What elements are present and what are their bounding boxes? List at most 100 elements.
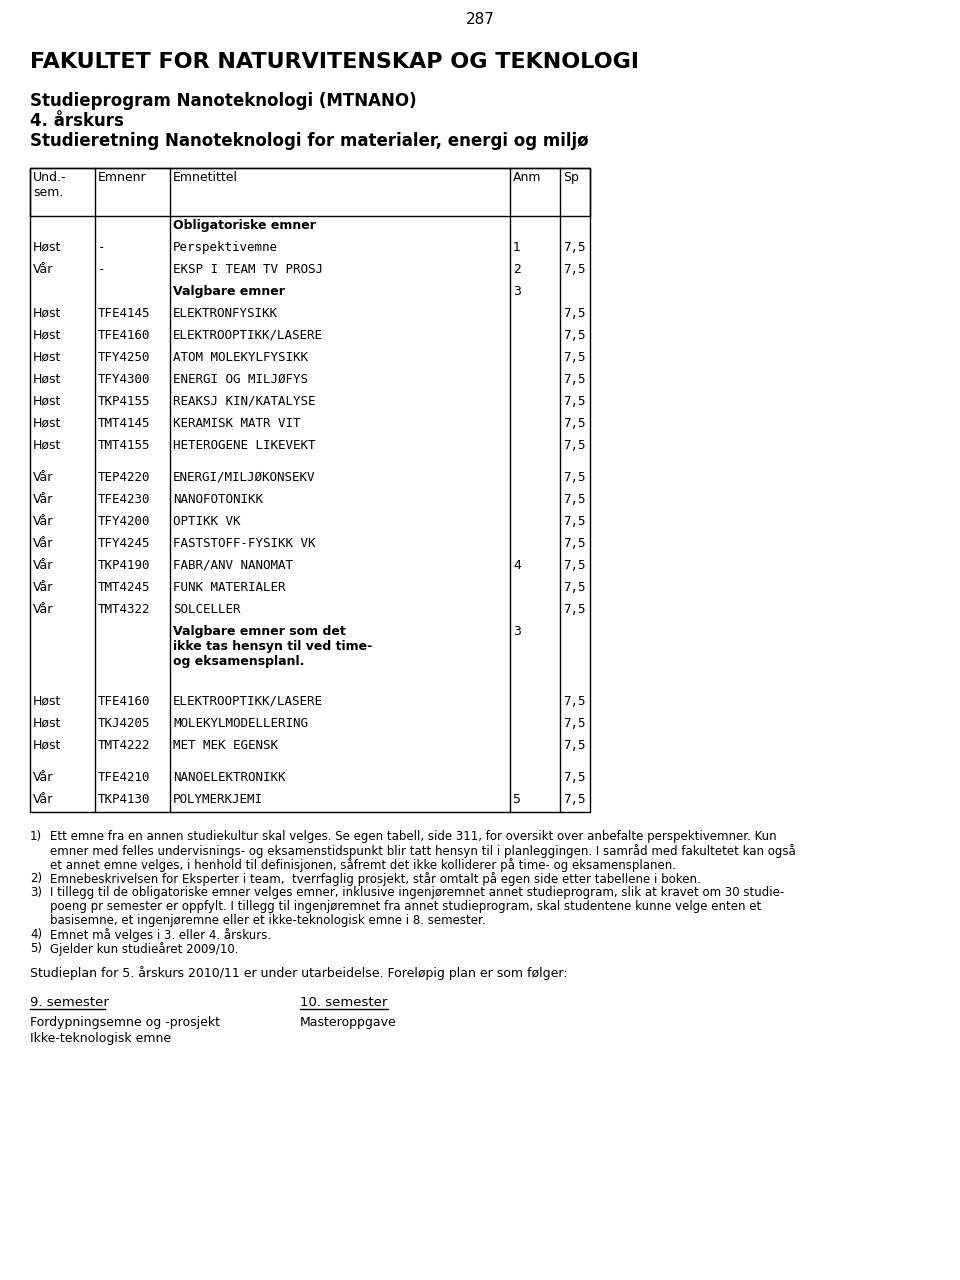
Text: Perspektivemne: Perspektivemne bbox=[173, 241, 278, 253]
Text: Studieplan for 5. årskurs 2010/11 er under utarbeidelse. Foreløpig plan er som f: Studieplan for 5. årskurs 2010/11 er und… bbox=[30, 966, 567, 980]
Text: ENERGI/MILJØKONSEKV: ENERGI/MILJØKONSEKV bbox=[173, 471, 316, 484]
Text: Vår: Vår bbox=[33, 559, 54, 572]
Text: 5): 5) bbox=[30, 942, 42, 955]
Text: 7,5: 7,5 bbox=[563, 695, 586, 708]
Text: 7,5: 7,5 bbox=[563, 417, 586, 430]
Text: ATOM MOLEKYLFYSIKK: ATOM MOLEKYLFYSIKK bbox=[173, 351, 308, 364]
Text: 7,5: 7,5 bbox=[563, 771, 586, 783]
Text: Studieretning Nanoteknologi for materialer, energi og miljø: Studieretning Nanoteknologi for material… bbox=[30, 132, 588, 150]
Text: NANOFOTONIKK: NANOFOTONIKK bbox=[173, 493, 263, 506]
Text: emner med felles undervisnings- og eksamenstidspunkt blir tatt hensyn til i plan: emner med felles undervisnings- og eksam… bbox=[50, 844, 796, 858]
Text: 7,5: 7,5 bbox=[563, 493, 586, 506]
Text: Vår: Vår bbox=[33, 603, 54, 616]
Text: 9. semester: 9. semester bbox=[30, 996, 108, 1009]
Text: I tillegg til de obligatoriske emner velges emner, inklusive ingenjøremnet annet: I tillegg til de obligatoriske emner vel… bbox=[50, 886, 784, 899]
Text: Emnenr: Emnenr bbox=[98, 172, 147, 184]
Text: NANOELEKTRONIKK: NANOELEKTRONIKK bbox=[173, 771, 285, 783]
Text: Vår: Vår bbox=[33, 771, 54, 783]
Text: TFE4210: TFE4210 bbox=[98, 771, 151, 783]
Text: 2: 2 bbox=[513, 262, 521, 276]
Text: 5: 5 bbox=[513, 794, 521, 806]
Text: 10. semester: 10. semester bbox=[300, 996, 388, 1009]
Text: 4: 4 bbox=[513, 559, 521, 572]
Text: Høst: Høst bbox=[33, 695, 61, 708]
Text: 287: 287 bbox=[466, 12, 494, 27]
Text: ELEKTRONFYSIKK: ELEKTRONFYSIKK bbox=[173, 307, 278, 320]
Text: basisemne, et ingenjøremne eller et ikke-teknologisk emne i 8. semester.: basisemne, et ingenjøremne eller et ikke… bbox=[50, 914, 486, 927]
Text: Emnetittel: Emnetittel bbox=[173, 172, 238, 184]
Text: 7,5: 7,5 bbox=[563, 717, 586, 730]
Text: FABR/ANV NANOMAT: FABR/ANV NANOMAT bbox=[173, 559, 293, 572]
Text: HETEROGENE LIKEVEKT: HETEROGENE LIKEVEKT bbox=[173, 439, 316, 452]
Text: 7,5: 7,5 bbox=[563, 351, 586, 364]
Text: -: - bbox=[98, 241, 106, 253]
Text: Vår: Vår bbox=[33, 794, 54, 806]
Text: 7,5: 7,5 bbox=[563, 372, 586, 387]
Text: Masteroppgave: Masteroppgave bbox=[300, 1016, 396, 1029]
Text: 7,5: 7,5 bbox=[563, 538, 586, 550]
Text: TFE4145: TFE4145 bbox=[98, 307, 151, 320]
Text: Gjelder kun studieåret 2009/10.: Gjelder kun studieåret 2009/10. bbox=[50, 942, 238, 956]
Text: Høst: Høst bbox=[33, 329, 61, 342]
Text: et annet emne velges, i henhold til definisjonen, såfremt det ikke kolliderer på: et annet emne velges, i henhold til defi… bbox=[50, 858, 676, 872]
Text: POLYMERKJEMI: POLYMERKJEMI bbox=[173, 794, 263, 806]
Text: REAKSJ KIN/KATALYSE: REAKSJ KIN/KATALYSE bbox=[173, 396, 316, 408]
Text: TFE4160: TFE4160 bbox=[98, 695, 151, 708]
Text: Vår: Vår bbox=[33, 262, 54, 276]
Text: Valgbare emner som det
ikke tas hensyn til ved time-
og eksamensplanl.: Valgbare emner som det ikke tas hensyn t… bbox=[173, 625, 372, 668]
Text: Obligatoriske emner: Obligatoriske emner bbox=[173, 219, 316, 232]
Text: Høst: Høst bbox=[33, 739, 61, 751]
Text: 3: 3 bbox=[513, 625, 521, 637]
Text: 7,5: 7,5 bbox=[563, 262, 586, 276]
Text: TFE4230: TFE4230 bbox=[98, 493, 151, 506]
Text: SOLCELLER: SOLCELLER bbox=[173, 603, 241, 616]
Text: FUNK MATERIALER: FUNK MATERIALER bbox=[173, 581, 285, 594]
Text: 7,5: 7,5 bbox=[563, 241, 586, 253]
Bar bbox=[30, 168, 590, 216]
Text: Ikke-teknologisk emne: Ikke-teknologisk emne bbox=[30, 1032, 171, 1044]
Text: 7,5: 7,5 bbox=[563, 581, 586, 594]
Text: MOLEKYLMODELLERING: MOLEKYLMODELLERING bbox=[173, 717, 308, 730]
Text: Høst: Høst bbox=[33, 372, 61, 387]
Text: 4. årskurs: 4. årskurs bbox=[30, 111, 124, 131]
Text: 7,5: 7,5 bbox=[563, 471, 586, 484]
Text: ELEKTROOPTIKK/LASERE: ELEKTROOPTIKK/LASERE bbox=[173, 695, 323, 708]
Text: TKP4130: TKP4130 bbox=[98, 794, 151, 806]
Text: Vår: Vår bbox=[33, 515, 54, 527]
Text: Høst: Høst bbox=[33, 439, 61, 452]
Text: poeng pr semester er oppfylt. I tillegg til ingenjøremnet fra annet studieprogra: poeng pr semester er oppfylt. I tillegg … bbox=[50, 900, 761, 913]
Text: Vår: Vår bbox=[33, 581, 54, 594]
Text: TFY4250: TFY4250 bbox=[98, 351, 151, 364]
Text: 4): 4) bbox=[30, 928, 42, 941]
Text: Emnet må velges i 3. eller 4. årskurs.: Emnet må velges i 3. eller 4. årskurs. bbox=[50, 928, 271, 942]
Text: 7,5: 7,5 bbox=[563, 739, 586, 751]
Text: TFY4200: TFY4200 bbox=[98, 515, 151, 527]
Text: Emnebeskrivelsen for Eksperter i team,  tverrfaglig prosjekt, står omtalt på ege: Emnebeskrivelsen for Eksperter i team, t… bbox=[50, 872, 701, 886]
Text: Ett emne fra en annen studiekultur skal velges. Se egen tabell, side 311, for ov: Ett emne fra en annen studiekultur skal … bbox=[50, 829, 777, 844]
Text: MET MEK EGENSK: MET MEK EGENSK bbox=[173, 739, 278, 751]
Text: 3): 3) bbox=[30, 886, 42, 899]
Text: TKP4155: TKP4155 bbox=[98, 396, 151, 408]
Text: Høst: Høst bbox=[33, 717, 61, 730]
Text: FASTSTOFF-FYSIKK VK: FASTSTOFF-FYSIKK VK bbox=[173, 538, 316, 550]
Text: TKJ4205: TKJ4205 bbox=[98, 717, 151, 730]
Text: 2): 2) bbox=[30, 872, 42, 884]
Text: 1): 1) bbox=[30, 829, 42, 844]
Text: Studieprogram Nanoteknologi (MTNANO): Studieprogram Nanoteknologi (MTNANO) bbox=[30, 92, 417, 110]
Text: Valgbare emner: Valgbare emner bbox=[173, 285, 285, 298]
Text: ELEKTROOPTIKK/LASERE: ELEKTROOPTIKK/LASERE bbox=[173, 329, 323, 342]
Text: TFY4245: TFY4245 bbox=[98, 538, 151, 550]
Text: ENERGI OG MILJØFYS: ENERGI OG MILJØFYS bbox=[173, 372, 308, 387]
Text: Fordypningsemne og -prosjekt: Fordypningsemne og -prosjekt bbox=[30, 1016, 220, 1029]
Text: TMT4322: TMT4322 bbox=[98, 603, 151, 616]
Text: TMT4245: TMT4245 bbox=[98, 581, 151, 594]
Text: KERAMISK MATR VIT: KERAMISK MATR VIT bbox=[173, 417, 300, 430]
Text: TMT4145: TMT4145 bbox=[98, 417, 151, 430]
Text: TEP4220: TEP4220 bbox=[98, 471, 151, 484]
Text: Høst: Høst bbox=[33, 307, 61, 320]
Text: 7,5: 7,5 bbox=[563, 329, 586, 342]
Text: 7,5: 7,5 bbox=[563, 559, 586, 572]
Text: 7,5: 7,5 bbox=[563, 439, 586, 452]
Text: 7,5: 7,5 bbox=[563, 396, 586, 408]
Text: 7,5: 7,5 bbox=[563, 794, 586, 806]
